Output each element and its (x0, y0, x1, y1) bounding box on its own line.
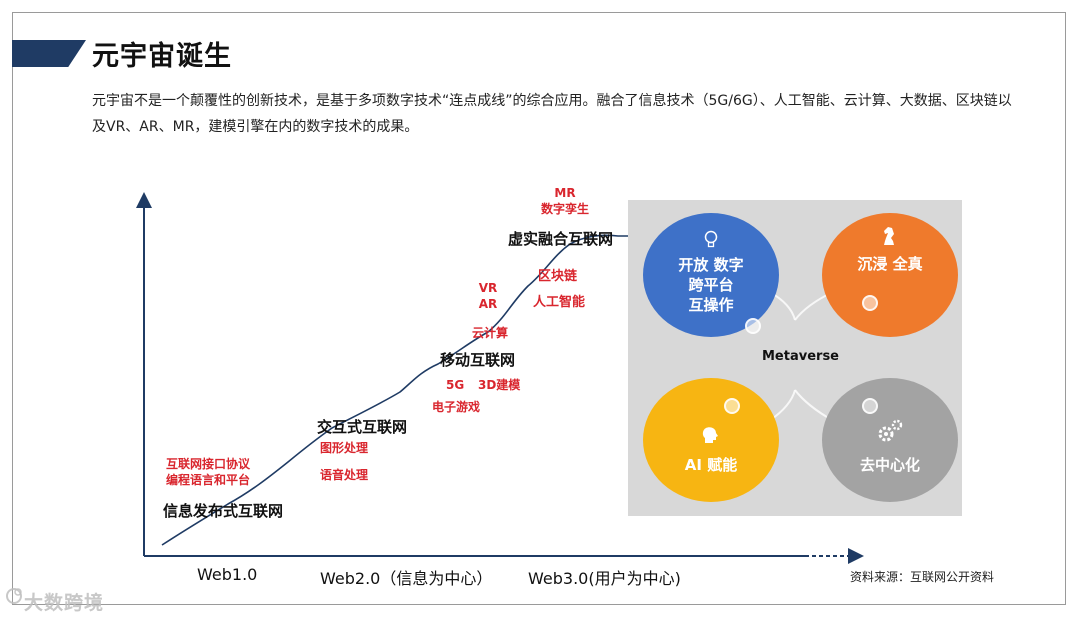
page-title: 元宇宙诞生 (92, 41, 232, 72)
lightbulb-icon (704, 230, 718, 248)
stage-mobile: 移动互联网 (440, 351, 516, 369)
gears-icon (878, 419, 903, 442)
feature-open-line: 互操作 (688, 296, 734, 314)
tech-ar: AR (478, 297, 498, 311)
connector-knob (745, 318, 761, 334)
slide-frame (12, 12, 1066, 605)
stage-info-publishing: 信息发布式互联网 (163, 502, 284, 520)
feature-open-line: 跨平台 (688, 276, 734, 294)
tech-digital-twin: 数字孪生 (540, 202, 589, 216)
chess-knight-icon (884, 227, 894, 245)
tech-gaming: 电子游戏 (432, 400, 481, 414)
stage-virtual-real: 虚实融合互联网 (508, 230, 614, 248)
stage-interactive: 交互式互联网 (317, 418, 408, 436)
tech-cloud: 云计算 (472, 326, 509, 340)
axis-label-web3: Web3.0(用户为中心) (528, 569, 681, 588)
tech-blockchain: 区块链 (538, 269, 578, 284)
feature-decentralized-text: 去中心化 (859, 456, 920, 474)
source-note: 资料来源：互联网公开资料 (850, 570, 995, 584)
tech-graphics: 图形处理 (320, 441, 369, 455)
watermark: 大数跨境 (24, 592, 105, 614)
tech-voice: 语音处理 (320, 468, 369, 482)
feature-open-line: 开放 数字 (678, 256, 744, 274)
connector-knob (862, 398, 878, 414)
tech-programming: 编程语言和平台 (166, 473, 251, 487)
metaverse-label: Metaverse (762, 349, 839, 364)
growth-curve (161, 234, 638, 546)
connector-knob (862, 295, 878, 311)
tech-mr: MR (554, 186, 576, 200)
ai-head-icon (702, 427, 718, 443)
tech-protocol: 互联网接口协议 (166, 457, 251, 471)
feature-immersive-text: 沉浸 全真 (857, 255, 923, 273)
tech-vr: VR (478, 281, 498, 295)
watermark-logo-icon (6, 588, 22, 604)
feature-open-text: 开放 数字 跨平台 互操作 (665, 255, 757, 315)
axis-label-web1: Web1.0 (197, 565, 258, 584)
page-description: 元宇宙不是一个颠覆性的创新技术，是基于多项数字技术“连点成线”的综合应用。融合了… (92, 93, 1012, 135)
tech-ai: 人工智能 (533, 295, 586, 310)
feature-ai-text: AI 赋能 (684, 456, 738, 474)
tech-3d-modeling: 3D建模 (478, 378, 521, 392)
connector-knob (724, 398, 740, 414)
tech-5g: 5G (446, 378, 465, 392)
feature-open-circle (643, 213, 779, 337)
axis-label-web2: Web2.0（信息为中心） (320, 569, 493, 588)
